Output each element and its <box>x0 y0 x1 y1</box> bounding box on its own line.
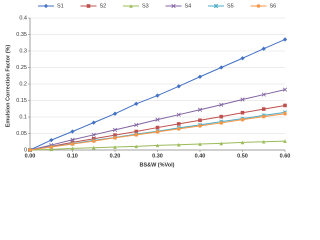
legend-label: S4 <box>185 3 192 9</box>
y-tick-label: 0.05 <box>16 131 27 137</box>
marker <box>240 117 245 122</box>
y-tick-label: 0.35 <box>16 32 27 38</box>
legend-label: S1 <box>57 3 64 9</box>
y-tick-label: 0 <box>24 147 27 153</box>
marker <box>219 114 224 119</box>
marker <box>198 124 202 128</box>
marker <box>49 147 54 152</box>
marker <box>86 4 91 8</box>
marker <box>197 74 203 79</box>
marker <box>240 97 245 102</box>
legend-label: S3 <box>142 3 149 9</box>
marker <box>28 148 32 152</box>
marker <box>129 4 133 8</box>
marker <box>261 114 266 119</box>
marker <box>91 145 96 150</box>
marker <box>113 133 117 137</box>
x-tick-label: 0.10 <box>67 153 78 159</box>
marker <box>283 111 287 116</box>
marker <box>213 3 219 9</box>
marker <box>112 111 118 116</box>
marker <box>240 110 245 115</box>
marker <box>256 4 261 8</box>
marker <box>176 112 181 117</box>
marker <box>261 92 266 97</box>
marker <box>91 132 96 137</box>
marker <box>134 129 139 134</box>
legend-label: S6 <box>270 3 277 9</box>
marker <box>176 142 181 147</box>
marker <box>113 145 117 149</box>
marker <box>197 107 203 112</box>
x-tick-label: 0.60 <box>280 153 291 159</box>
marker <box>134 133 139 137</box>
marker <box>171 3 176 9</box>
marker <box>282 37 288 42</box>
marker <box>91 139 96 143</box>
marker <box>155 93 160 98</box>
y-tick-label: 0.1 <box>19 114 27 120</box>
legend-label: S2 <box>100 3 107 9</box>
marker <box>219 121 224 125</box>
y-tick-label: 0.2 <box>19 81 27 87</box>
marker <box>134 144 139 149</box>
chart: BS&W (%Vol) Emulsion Correction Factor (… <box>5 3 291 169</box>
y-tick-label: 0.3 <box>19 48 27 54</box>
marker <box>155 125 160 130</box>
marker <box>134 122 139 128</box>
marker <box>176 84 181 89</box>
marker <box>198 118 202 123</box>
x-tick-label: 0.40 <box>195 153 206 159</box>
marker <box>261 107 266 111</box>
marker <box>70 129 75 134</box>
marker <box>49 145 54 149</box>
marker <box>113 135 117 140</box>
marker <box>155 130 160 134</box>
y-tick-label: 0.15 <box>16 98 27 104</box>
marker <box>49 137 54 143</box>
marker <box>219 102 224 107</box>
marker <box>219 65 224 70</box>
marker <box>112 127 118 132</box>
marker <box>155 143 160 148</box>
x-axis-label: BS&W (%Vol) <box>139 162 174 168</box>
y-tick-label: 0.4 <box>19 15 27 21</box>
marker <box>240 56 245 61</box>
marker <box>261 139 266 144</box>
marker <box>261 46 266 51</box>
y-tick-label: 0.25 <box>16 65 27 71</box>
marker <box>43 3 49 9</box>
marker <box>70 137 75 142</box>
y-axis-label: Emulsion Correction Factor (%) <box>5 45 11 128</box>
x-tick-label: 0.50 <box>237 153 248 159</box>
marker <box>91 120 96 125</box>
marker <box>176 127 181 131</box>
marker <box>70 146 75 151</box>
marker <box>219 141 224 146</box>
x-tick-label: 0.30 <box>152 153 163 159</box>
x-tick-label: 0.00 <box>25 153 36 159</box>
marker <box>198 142 202 146</box>
marker <box>70 142 75 146</box>
legend-label: S5 <box>227 3 234 9</box>
marker <box>283 103 287 108</box>
marker <box>134 101 139 106</box>
marker <box>282 87 288 92</box>
marker <box>283 139 287 143</box>
x-tick-label: 0.20 <box>110 153 121 159</box>
marker <box>155 117 160 122</box>
marker <box>240 140 245 145</box>
marker <box>176 122 181 126</box>
